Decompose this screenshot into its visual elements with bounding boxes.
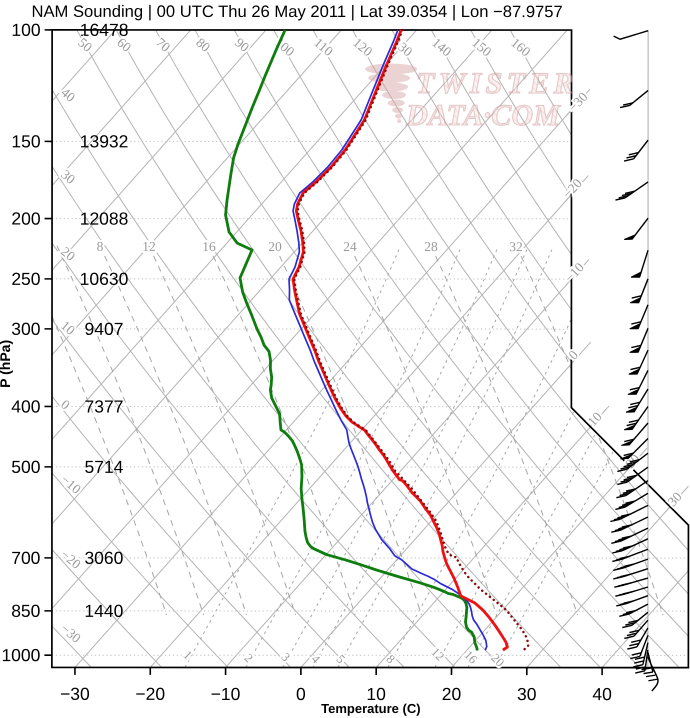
svg-text:1440: 1440	[84, 601, 123, 621]
svg-text:150: 150	[11, 131, 40, 151]
svg-text:12088: 12088	[80, 209, 129, 229]
svg-text:500: 500	[11, 457, 40, 477]
svg-text:13932: 13932	[80, 131, 129, 151]
svg-text:−30: −30	[60, 684, 90, 704]
svg-text:9407: 9407	[85, 319, 124, 339]
svg-text:P (hPa): P (hPa)	[0, 340, 13, 388]
svg-text:0: 0	[296, 684, 306, 704]
svg-text:−20: −20	[135, 684, 165, 704]
svg-text:12: 12	[142, 239, 156, 254]
svg-text:24: 24	[343, 239, 357, 254]
svg-text:40: 40	[592, 684, 612, 704]
svg-text:7377: 7377	[85, 397, 124, 417]
svg-text:20: 20	[268, 239, 282, 254]
svg-text:8: 8	[97, 239, 104, 254]
svg-text:5714: 5714	[84, 457, 123, 477]
svg-text:16478: 16478	[80, 20, 129, 40]
svg-text:700: 700	[11, 548, 40, 568]
svg-text:28: 28	[424, 239, 438, 254]
svg-text:20: 20	[442, 684, 462, 704]
svg-text:100: 100	[11, 20, 40, 40]
svg-text:16: 16	[202, 239, 216, 254]
svg-text:Temperature (C): Temperature (C)	[321, 701, 420, 716]
svg-text:200: 200	[11, 209, 40, 229]
svg-text:30: 30	[517, 684, 537, 704]
svg-text:10630: 10630	[80, 269, 129, 289]
svg-text:3060: 3060	[84, 548, 123, 568]
svg-text:850: 850	[11, 601, 40, 621]
svg-text:32: 32	[509, 239, 523, 254]
svg-text:NAM Sounding | 00 UTC Thu 26 M: NAM Sounding | 00 UTC Thu 26 May 2011 | …	[32, 2, 563, 21]
svg-text:300: 300	[11, 319, 40, 339]
svg-text:1000: 1000	[1, 645, 40, 665]
svg-text:400: 400	[11, 396, 40, 416]
svg-text:−10: −10	[211, 684, 241, 704]
svg-text:250: 250	[11, 269, 40, 289]
svg-text:DATA·COM: DATA·COM	[405, 99, 561, 132]
svg-text:TWISTER: TWISTER	[416, 67, 576, 100]
svg-text:10: 10	[366, 684, 386, 704]
